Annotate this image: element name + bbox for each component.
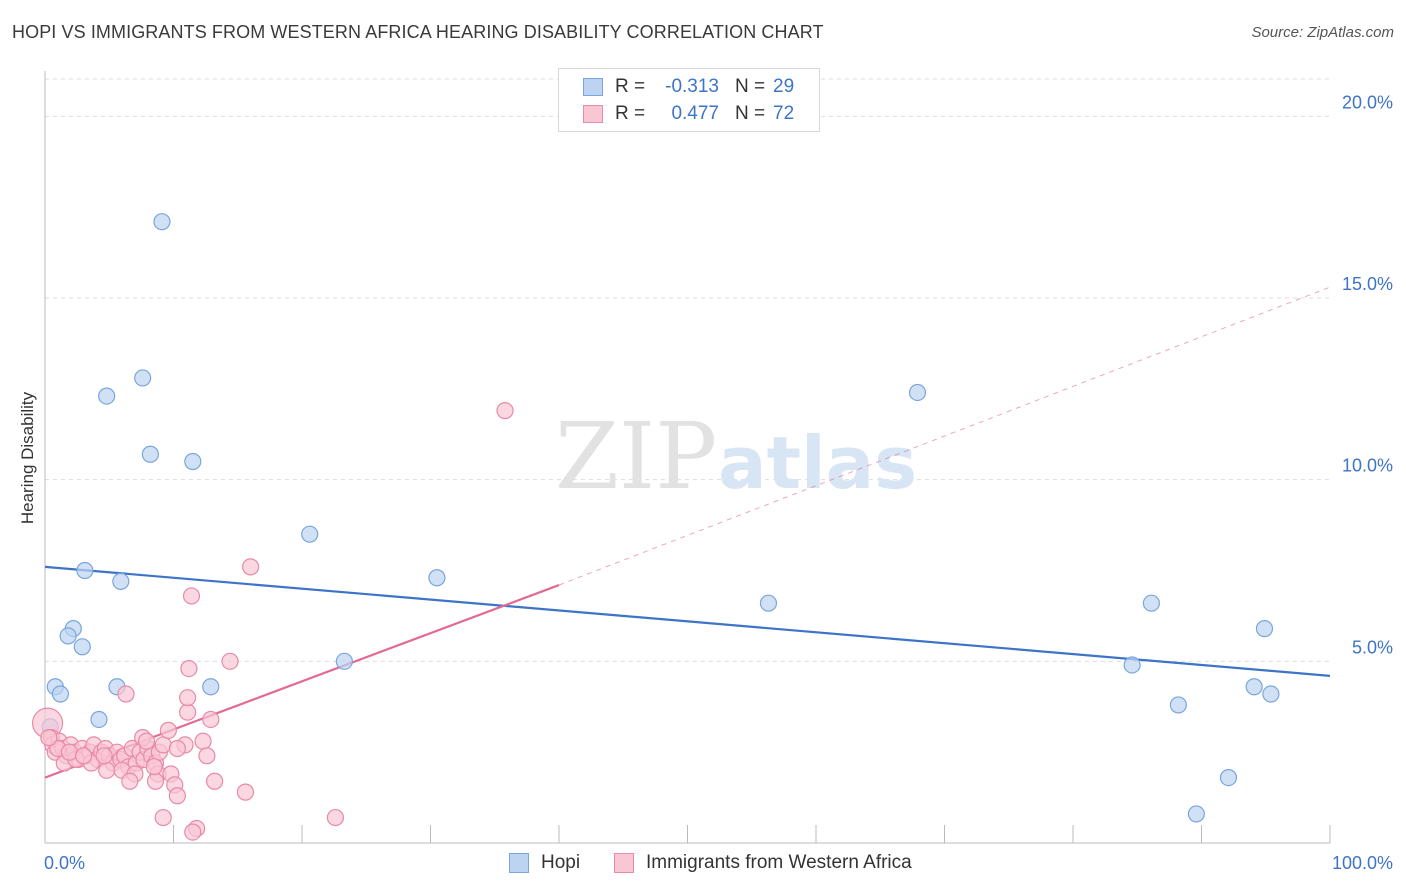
grid-layer	[45, 78, 1330, 662]
data-point-hopi	[59, 627, 77, 645]
y-tick-label: 10.0%	[1342, 456, 1393, 476]
data-point-hopi	[141, 445, 159, 463]
data-point-wafrica	[168, 739, 186, 758]
series-legend: Hopi Immigrants from Western Africa	[0, 852, 1406, 876]
data-point-wafrica	[179, 689, 197, 707]
data-point-wafrica	[146, 772, 165, 790]
data-point-wafrica	[137, 732, 156, 750]
watermark-zip: ZIP	[555, 403, 717, 510]
data-point-hopi	[759, 594, 778, 612]
data-point-hopi	[428, 569, 446, 587]
data-point-hopi	[112, 572, 130, 591]
watermark: ZIP atlas	[555, 403, 917, 510]
data-point-wafrica	[184, 823, 202, 841]
data-point-wafrica	[194, 732, 212, 750]
data-point-wafrica	[60, 743, 79, 761]
data-point-hopi	[153, 213, 171, 231]
correlation-legend: R = -0.313 N = 29 R = 0.477 N = 72	[558, 68, 820, 132]
data-point-hopi	[51, 685, 70, 703]
legend-r-label: R =	[615, 103, 646, 124]
data-point-wafrica	[496, 402, 514, 420]
data-point-hopi	[184, 452, 202, 471]
data-point-wafrica	[182, 587, 201, 605]
data-point-wafrica	[179, 703, 197, 721]
legend-row-hopi: R = -0.313 N = 29	[583, 75, 794, 99]
trend-line-hopi	[44, 565, 1331, 677]
data-point-wafrica	[206, 772, 224, 790]
data-point-hopi	[1169, 696, 1187, 714]
data-point-hopi	[90, 710, 108, 729]
legend-n-value-hopi: 29	[773, 76, 795, 97]
data-point-wafrica	[180, 659, 198, 678]
data-point-wafrica	[202, 710, 220, 729]
data-point-wafrica	[242, 558, 260, 576]
data-point-hopi	[76, 561, 94, 580]
series-label-wafrica: Immigrants from Western Africa	[646, 852, 912, 873]
data-point-wafrica	[221, 652, 239, 670]
legend-n-label: N =	[735, 76, 766, 97]
legend-n-value-wafrica: 72	[773, 103, 795, 124]
data-point-wafrica	[121, 772, 139, 790]
data-point-wafrica	[98, 761, 116, 779]
data-point-hopi	[1245, 678, 1263, 696]
y-tick-label: 15.0%	[1342, 274, 1393, 294]
legend-swatch-wafrica	[583, 105, 603, 123]
points-layer	[31, 213, 1280, 841]
legend-swatch-hopi	[583, 78, 603, 96]
watermark-atlas: atlas	[718, 421, 917, 505]
data-point-hopi	[301, 525, 319, 543]
y-tick-label: 5.0%	[1352, 637, 1393, 657]
data-point-wafrica	[198, 747, 216, 765]
data-point-wafrica	[154, 808, 172, 827]
data-point-wafrica	[168, 787, 186, 805]
legend-r-value-wafrica: 0.477	[671, 103, 719, 124]
data-point-hopi	[1187, 805, 1205, 823]
data-point-wafrica	[326, 808, 345, 827]
data-point-wafrica	[145, 758, 163, 776]
series-legend-wafrica[interactable]: Immigrants from Western Africa	[614, 852, 912, 874]
source-label: Source: ZipAtlas.com	[1251, 24, 1394, 41]
data-point-wafrica	[117, 685, 135, 703]
trend-line-extension-wafrica	[558, 286, 1331, 586]
data-point-wafrica	[236, 783, 255, 801]
y-axis-title: Hearing Disability	[18, 391, 37, 524]
legend-r-value-hopi: -0.313	[665, 76, 719, 97]
legend-n-label: N =	[735, 103, 766, 124]
data-point-hopi	[1262, 685, 1280, 703]
data-point-hopi	[1219, 768, 1238, 787]
data-point-hopi	[1142, 594, 1160, 612]
x-tick-label-min: 0.0%	[44, 853, 85, 873]
data-point-wafrica	[95, 747, 113, 765]
data-point-hopi	[202, 678, 220, 696]
data-point-hopi	[73, 638, 91, 656]
data-point-hopi	[98, 387, 116, 405]
data-point-hopi	[908, 383, 927, 402]
data-point-wafrica	[74, 747, 93, 765]
x-tick-label-max: 100.0%	[1332, 853, 1393, 873]
data-point-hopi	[134, 369, 152, 387]
chart-title: HOPI VS IMMIGRANTS FROM WESTERN AFRICA H…	[12, 22, 824, 42]
series-label-hopi: Hopi	[541, 852, 581, 873]
data-point-wafrica	[159, 721, 177, 739]
series-legend-hopi[interactable]: Hopi	[509, 852, 580, 874]
series-swatch-wafrica	[614, 853, 634, 873]
data-point-wafrica	[154, 736, 172, 754]
data-point-hopi	[1255, 620, 1274, 638]
series-swatch-hopi	[509, 853, 529, 873]
data-point-hopi	[1123, 656, 1141, 674]
data-point-wafrica	[40, 729, 58, 747]
legend-row-wafrica: R = 0.477 N = 72	[583, 102, 794, 126]
trend-layer	[44, 286, 1331, 779]
data-point-hopi	[335, 652, 354, 670]
legend-r-label: R =	[615, 76, 646, 97]
y-tick-label: 20.0%	[1342, 92, 1393, 112]
